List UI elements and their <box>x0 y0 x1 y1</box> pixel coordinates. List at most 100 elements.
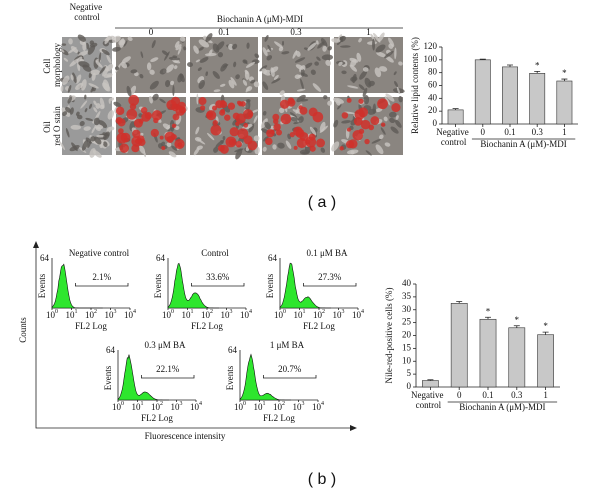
row-label: Oil red O stain <box>42 106 62 146</box>
cell <box>70 124 82 130</box>
cell <box>91 126 96 134</box>
x-axis-label: FL2 Log <box>263 413 295 423</box>
cell <box>285 140 292 149</box>
cell <box>264 121 272 130</box>
cell <box>90 87 95 93</box>
cell <box>173 60 181 64</box>
cell <box>380 127 386 135</box>
lipid <box>166 99 177 111</box>
cell <box>375 144 384 155</box>
cell <box>67 96 73 104</box>
tick-exp: 0 <box>121 401 124 407</box>
cell <box>398 61 403 66</box>
cell <box>298 116 304 123</box>
cell <box>69 107 74 115</box>
cell <box>373 32 381 43</box>
cell <box>388 43 394 49</box>
cell <box>398 95 403 103</box>
cell <box>90 69 101 76</box>
bar <box>479 318 497 388</box>
cell <box>290 117 300 122</box>
counts-label: Counts <box>18 317 28 343</box>
cell <box>187 62 193 67</box>
gate-label: 2.1% <box>92 272 111 282</box>
x-tick-label: Negative control <box>411 390 446 410</box>
lipid <box>312 111 324 123</box>
cell <box>379 134 384 140</box>
cell <box>213 89 221 93</box>
y-tick-label: 35 <box>402 291 412 301</box>
y-axis-label: Events <box>265 273 275 298</box>
cell <box>321 54 334 61</box>
cell <box>83 126 91 131</box>
cell <box>84 94 87 100</box>
x-tick-label: 0.1 <box>504 127 515 137</box>
y-axis-label: Events <box>225 365 235 390</box>
lipid <box>346 127 351 132</box>
x-tick-label: 100 <box>234 401 246 412</box>
tick-exp: 0 <box>55 309 58 315</box>
cell <box>177 73 184 83</box>
x-tick-label: 101 <box>132 401 144 412</box>
tick-exp: 0 <box>283 309 286 315</box>
tick-base: 10 <box>162 310 172 320</box>
cell <box>379 66 388 72</box>
gate <box>263 375 317 379</box>
cell <box>149 69 155 75</box>
cell <box>384 50 394 59</box>
x-axis-label: FL2 Log <box>303 321 335 331</box>
cell <box>294 57 306 63</box>
x-axis-label: Biochanin A (μM)-MDI <box>480 139 566 149</box>
row-label: Cell morphology <box>42 43 62 87</box>
cell <box>372 38 376 51</box>
cell <box>175 44 182 51</box>
tick-exp: 3 <box>302 401 305 407</box>
x-tick-label: 1 <box>543 390 548 400</box>
cell <box>384 95 391 106</box>
lipid <box>151 110 163 121</box>
cell <box>80 79 87 91</box>
cell <box>352 73 357 84</box>
cell <box>337 104 342 110</box>
cell <box>196 138 206 145</box>
tick-base: 10 <box>294 310 304 320</box>
cell <box>198 46 204 51</box>
lipid <box>279 99 290 109</box>
cell <box>90 136 96 142</box>
histogram <box>239 353 291 401</box>
lipid <box>212 119 219 126</box>
y-axis-label: Events <box>103 365 113 390</box>
cell <box>316 40 319 45</box>
tick-base: 10 <box>124 310 134 320</box>
cell <box>198 79 205 90</box>
histogram <box>117 354 169 401</box>
fluorescence-label: Fluorescence intensity <box>145 431 226 441</box>
cell <box>76 56 83 64</box>
cell <box>118 39 126 46</box>
cell <box>233 61 237 68</box>
lipid <box>339 146 344 151</box>
cell <box>304 62 313 69</box>
error-bar <box>513 325 520 328</box>
lipid <box>240 101 246 107</box>
cell <box>148 95 153 104</box>
cell <box>289 112 298 118</box>
cell <box>205 33 213 43</box>
cell <box>75 82 84 91</box>
cell <box>84 108 88 113</box>
cell <box>317 41 325 49</box>
lipid <box>119 143 129 153</box>
cell <box>296 88 306 92</box>
cell <box>338 61 343 66</box>
x-tick-label: 102 <box>151 401 163 412</box>
cell <box>344 111 356 115</box>
x-tick-label: 101 <box>294 309 306 320</box>
x-tick-label: 100 <box>112 401 124 412</box>
cell <box>78 61 90 68</box>
cell <box>327 46 333 51</box>
lipid <box>219 109 226 116</box>
cell <box>349 64 358 72</box>
lipid <box>198 97 207 106</box>
cell <box>199 56 209 63</box>
